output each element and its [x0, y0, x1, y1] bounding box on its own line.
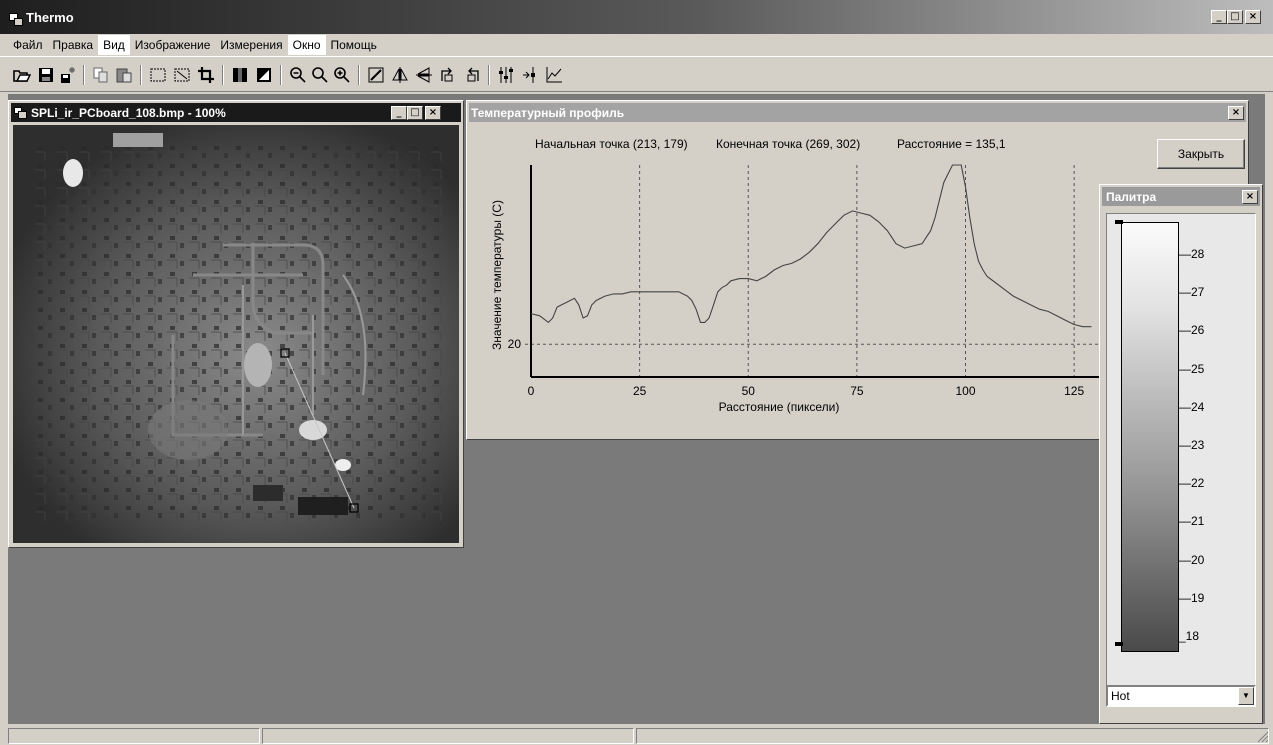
app-icon	[9, 13, 23, 26]
x-tick-label: 75	[850, 384, 864, 398]
end-point-label: Конечная точка (269, 302)	[716, 137, 861, 151]
palette-scale-label: —25	[1179, 361, 1205, 376]
menu-help[interactable]: Помощь	[325, 35, 382, 55]
menu-measurements[interactable]: Измерения	[215, 35, 288, 55]
menu-view[interactable]: Вид	[98, 35, 130, 55]
invert-icon[interactable]	[254, 65, 274, 85]
select-all-icon[interactable]	[172, 65, 192, 85]
status-bar	[0, 726, 1273, 745]
palette-scale-label: _18	[1179, 629, 1200, 643]
menu-image[interactable]: Изображение	[129, 35, 216, 55]
toolbar	[0, 56, 1273, 92]
x-tick-label: 100	[955, 384, 975, 398]
image-window: SPLi_ir_PCboard_108.bmp - 100% _ □ ×	[8, 100, 464, 548]
image-close-button[interactable]: ×	[425, 106, 441, 120]
palette-panel: —28 —27 —26 —25 —24 —23 —22 —21 —20 —19 _18	[1106, 213, 1256, 691]
profile-icon[interactable]	[544, 65, 564, 85]
profile-window-titlebar[interactable]: Температурный профиль ×	[469, 103, 1246, 122]
palette-scale-label: —21	[1179, 514, 1205, 529]
profile-end-marker	[349, 503, 359, 513]
crop-icon[interactable]	[196, 65, 216, 85]
temperature-series-line	[531, 164, 1092, 328]
zoom-icon[interactable]	[310, 65, 330, 85]
image-window-title: SPLi_ir_PCboard_108.bmp - 100%	[31, 106, 226, 120]
menu-bar: Файл Правка Вид Изображение Измерения Ок…	[0, 34, 1273, 56]
profile-start-marker	[280, 348, 290, 358]
palette-window: Палитра × —28 —27 —26 —25 —24 —23 —22 —21 —20 —19…	[1099, 184, 1263, 724]
palette-scale-label: —22	[1179, 476, 1205, 491]
x-tick-label: 0	[528, 384, 535, 398]
x-tick-label: 125	[1064, 384, 1084, 398]
menu-edit[interactable]: Правка	[47, 35, 99, 55]
zoom-in-icon[interactable]	[332, 65, 352, 85]
window-icon	[14, 107, 27, 119]
palette-window-titlebar[interactable]: Палитра ×	[1102, 187, 1260, 206]
profile-close-button[interactable]: ×	[1228, 106, 1244, 120]
palette-bottom-handle[interactable]	[1115, 642, 1123, 646]
edit-icon[interactable]	[366, 65, 386, 85]
palette-scale-label: —26	[1179, 323, 1205, 338]
minimize-button[interactable]: _	[1211, 10, 1227, 24]
menu-window[interactable]: Окно	[287, 35, 326, 55]
save-as-icon[interactable]	[58, 65, 78, 85]
palette-colorbar	[1121, 222, 1179, 652]
levels-icon[interactable]	[496, 65, 516, 85]
temperature-profile-chart: 0 25 50 75 100 125 20 Расстояние (пиксели) Значе…	[490, 164, 1099, 414]
palette-select-value: Hot	[1111, 689, 1130, 703]
save-icon[interactable]	[36, 65, 56, 85]
x-tick-label: 25	[633, 384, 647, 398]
thermal-image[interactable]	[13, 125, 459, 543]
zoom-out-icon[interactable]	[288, 65, 308, 85]
palette-close-button[interactable]: ×	[1242, 190, 1258, 204]
palette-scale-label: —28	[1179, 247, 1205, 261]
palette-scale-label: —24	[1179, 399, 1205, 414]
title-bar: Thermo _ □ ×	[0, 0, 1273, 34]
image-window-titlebar[interactable]: SPLi_ir_PCboard_108.bmp - 100% _ □ ×	[11, 103, 461, 122]
image-maximize-button[interactable]: □	[407, 106, 423, 120]
grayscale-icon[interactable]	[230, 65, 250, 85]
point-measure-icon[interactable]	[520, 65, 540, 85]
palette-window-title: Палитра	[1106, 190, 1157, 204]
flip-horizontal-icon[interactable]	[414, 65, 434, 85]
close-button[interactable]: ×	[1245, 10, 1261, 24]
copy-icon[interactable]	[91, 65, 111, 85]
resize-grip-icon[interactable]	[1257, 731, 1269, 743]
paste-icon[interactable]	[114, 65, 134, 85]
flip-vertical-icon[interactable]	[390, 65, 410, 85]
open-icon[interactable]	[12, 65, 32, 85]
palette-scale-label: —20	[1179, 552, 1205, 567]
select-rect-icon[interactable]	[148, 65, 168, 85]
palette-scale-label: —23	[1179, 438, 1205, 452]
profile-window-title: Температурный профиль	[471, 106, 625, 120]
palette-scale-label: —19	[1179, 590, 1205, 605]
x-axis-label: Расстояние (пиксели)	[719, 400, 840, 414]
status-pane-1	[8, 728, 260, 744]
x-tick-label: 50	[742, 384, 756, 398]
menu-file[interactable]: Файл	[8, 35, 48, 55]
status-pane-2	[262, 728, 634, 744]
start-point-label: Начальная точка (213, 179)	[535, 137, 688, 151]
image-minimize-button[interactable]: _	[391, 106, 407, 120]
rotate-right-icon[interactable]	[438, 65, 458, 85]
status-pane-3	[636, 728, 1269, 744]
window-title: Thermo	[26, 10, 74, 25]
maximize-button[interactable]: □	[1227, 10, 1243, 24]
palette-top-handle[interactable]	[1115, 220, 1123, 224]
chevron-down-icon[interactable]: ▼	[1238, 687, 1254, 705]
palette-scale-label: —27	[1179, 285, 1205, 300]
profile-dismiss-button[interactable]: Закрыть	[1157, 139, 1245, 169]
palette-select[interactable]: Hot ▼	[1106, 685, 1256, 707]
y-tick-label: 20	[508, 337, 522, 351]
rotate-left-icon[interactable]	[462, 65, 482, 85]
distance-label: Расстояние = 135,1	[897, 137, 1006, 151]
thermal-image-canvas[interactable]	[13, 125, 459, 543]
y-axis-label: Значение температуры (С)	[490, 200, 504, 350]
